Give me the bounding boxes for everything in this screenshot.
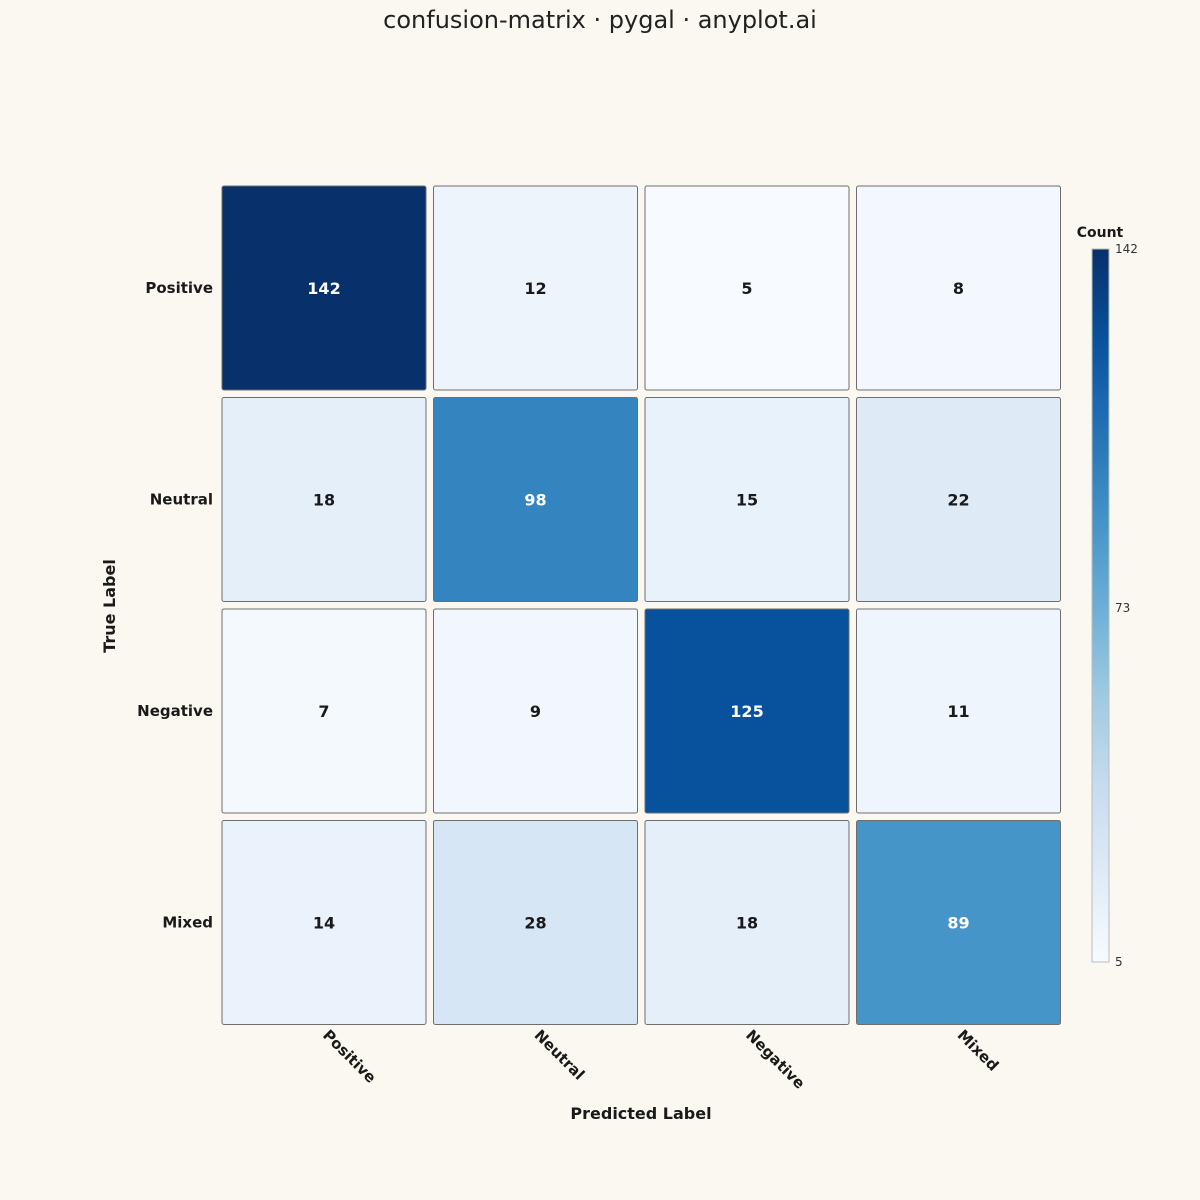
cell-value-label: 18 [313, 491, 335, 510]
x-tick-labels: Positive Neutral Negative Mixed [319, 1026, 1002, 1092]
matrix-cell [856, 397, 1061, 602]
colorbar: Count 142 73 5 [1077, 225, 1138, 969]
cell-value-label: 11 [947, 702, 969, 721]
cell-value-label: 142 [307, 279, 340, 298]
colorbar-title: Count [1077, 225, 1124, 241]
cell-value-label: 22 [947, 491, 969, 510]
y-tick-label: Mixed [162, 914, 213, 932]
cell-value-label: 125 [730, 702, 763, 721]
x-tick-label: Negative [742, 1026, 808, 1092]
matrix-cell [856, 820, 1061, 1025]
cell-value-label: 8 [953, 279, 964, 298]
colorbar-ticks: 142 73 5 [1115, 242, 1138, 969]
y-axis-title: True Label [100, 559, 119, 653]
cell-value-label: 12 [524, 279, 546, 298]
cell-value-label: 98 [524, 491, 546, 510]
x-tick-label: Positive [319, 1026, 380, 1087]
cell-value-label: 5 [741, 279, 752, 298]
matrix-cell [644, 820, 850, 1025]
matrix-cell [433, 820, 638, 1025]
matrix-cell [856, 608, 1061, 814]
matrix-cell [433, 397, 638, 602]
x-axis-title: Predicted Label [570, 1104, 711, 1123]
colorbar-gradient [1091, 248, 1110, 963]
matrix-cell [856, 185, 1061, 391]
colorbar-tick-label: 5 [1115, 955, 1123, 969]
matrix-cell [644, 608, 850, 814]
matrix-cell [221, 185, 427, 391]
cell-value-label: 28 [524, 914, 546, 933]
cell-value-label: 7 [318, 702, 329, 721]
y-tick-labels: Positive Neutral Negative Mixed [137, 279, 213, 932]
y-tick-label: Negative [137, 702, 213, 720]
matrix-cell [433, 185, 638, 391]
cell-value-label: 15 [736, 491, 758, 510]
cell-value-label: 89 [947, 914, 969, 933]
x-tick-label: Neutral [531, 1026, 588, 1083]
chart-title: confusion-matrix · pygal · anyplot.ai [383, 6, 817, 34]
matrix-cell [644, 185, 850, 391]
matrix-cell [433, 608, 638, 814]
colorbar-tick-label: 73 [1115, 601, 1130, 615]
cell-value-label: 9 [530, 702, 541, 721]
matrix-cell [221, 608, 427, 814]
y-tick-label: Positive [145, 279, 213, 297]
cell-value-label: 14 [313, 914, 335, 933]
y-tick-label: Neutral [150, 491, 213, 509]
x-tick-label: Mixed [954, 1026, 1003, 1075]
matrix-cell [221, 820, 427, 1025]
matrix-cell [221, 397, 427, 602]
cell-value-label: 18 [736, 914, 758, 933]
matrix-cell [644, 397, 850, 602]
colorbar-tick-label: 142 [1115, 242, 1138, 256]
